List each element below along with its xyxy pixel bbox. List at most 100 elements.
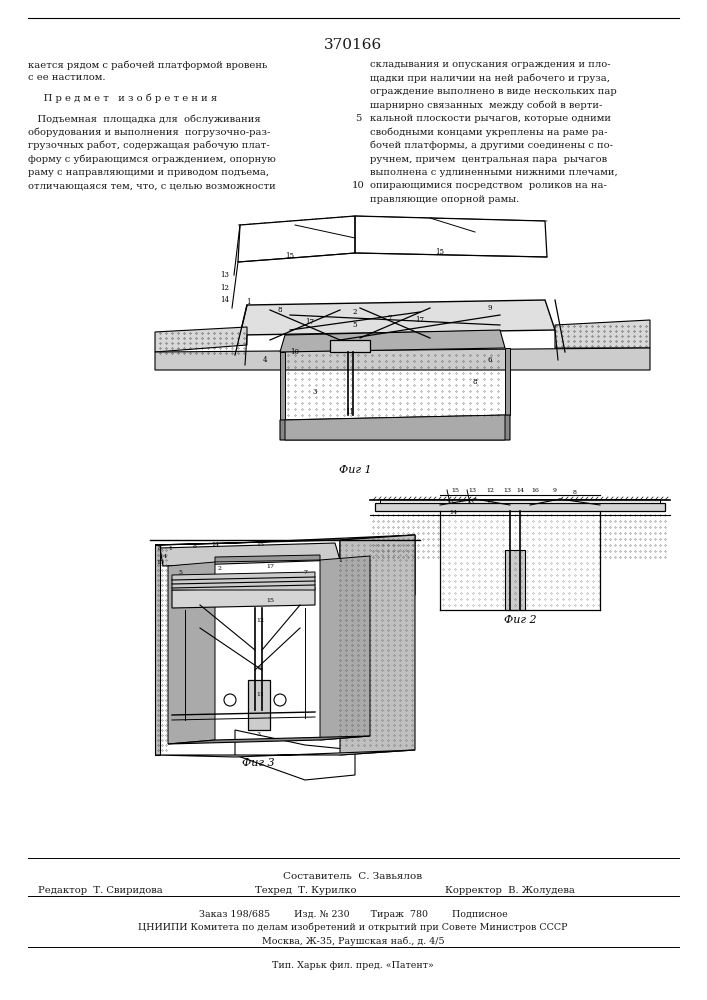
Text: 14: 14 — [516, 488, 524, 493]
Text: Фиг 2: Фиг 2 — [503, 615, 537, 625]
Polygon shape — [375, 503, 665, 511]
Polygon shape — [215, 555, 320, 562]
Text: Фиг 1: Фиг 1 — [339, 465, 371, 475]
Text: грузочных работ, содержащая рабочую плат-: грузочных работ, содержащая рабочую плат… — [28, 141, 270, 150]
Text: Корректор  В. Жолудева: Корректор В. Жолудева — [445, 886, 575, 895]
Polygon shape — [285, 415, 505, 440]
Text: 15: 15 — [256, 542, 264, 546]
Text: 10: 10 — [291, 348, 300, 356]
Text: 9: 9 — [553, 488, 557, 493]
Text: 7: 7 — [387, 314, 392, 322]
Polygon shape — [168, 736, 370, 744]
Text: 15: 15 — [266, 597, 274, 602]
Text: кается рядом с рабочей платформой вровень: кается рядом с рабочей платформой вровен… — [28, 60, 267, 70]
Polygon shape — [555, 320, 650, 348]
Text: 13: 13 — [466, 499, 474, 504]
Text: ручнем, причем  центральная пара  рычагов: ручнем, причем центральная пара рычагов — [370, 154, 607, 163]
Polygon shape — [155, 545, 160, 755]
Text: шарнирно связанных  между собой в верти-: шарнирно связанных между собой в верти- — [370, 101, 602, 110]
Polygon shape — [330, 340, 370, 352]
Text: бочей платформы, а другими соединены с по-: бочей платформы, а другими соединены с п… — [370, 141, 613, 150]
Text: оборудования и выполнения  погрузочно-раз-: оборудования и выполнения погрузочно-раз… — [28, 127, 270, 137]
Text: 16: 16 — [531, 488, 539, 493]
Text: 15: 15 — [451, 488, 459, 493]
Polygon shape — [320, 556, 370, 740]
Polygon shape — [505, 550, 525, 610]
Text: складывания и опускания ограждения и пло-: складывания и опускания ограждения и пло… — [370, 60, 611, 69]
Text: 7: 7 — [303, 570, 307, 574]
Text: 17: 17 — [266, 564, 274, 570]
Polygon shape — [240, 300, 555, 335]
Text: 12: 12 — [221, 284, 230, 292]
Text: 3: 3 — [256, 732, 260, 738]
Polygon shape — [340, 535, 415, 755]
Text: Редактор  Т. Свиридова: Редактор Т. Свиридова — [38, 886, 163, 895]
Text: ограждение выполнено в виде нескольких пар: ограждение выполнено в виде нескольких п… — [370, 87, 617, 96]
Polygon shape — [160, 543, 340, 566]
Text: раму с направляющими и приводом подъема,: раму с направляющими и приводом подъема, — [28, 168, 269, 177]
Text: форму с убирающимся ограждением, опорную: форму с убирающимся ограждением, опорную — [28, 154, 276, 164]
Text: 8: 8 — [473, 378, 477, 386]
Text: 10: 10 — [156, 560, 164, 566]
Text: Заказ 198/685        Изд. № 230       Тираж  780        Подписное: Заказ 198/685 Изд. № 230 Тираж 780 Подпи… — [199, 910, 508, 919]
Text: 13: 13 — [503, 488, 511, 493]
Text: 8: 8 — [193, 544, 197, 550]
Text: 6: 6 — [488, 356, 492, 364]
Text: 6: 6 — [258, 666, 262, 670]
Text: выполнена с удлиненными нижними плечами,: выполнена с удлиненными нижними плечами, — [370, 168, 618, 177]
Text: 12: 12 — [486, 499, 494, 504]
Polygon shape — [505, 348, 510, 415]
Text: 15: 15 — [436, 248, 445, 256]
Text: с ее настилом.: с ее настилом. — [28, 74, 105, 83]
Text: щадки при наличии на ней рабочего и груза,: щадки при наличии на ней рабочего и груз… — [370, 74, 610, 83]
Polygon shape — [340, 535, 415, 600]
Text: Москва, Ж-35, Раушская наб., д. 4/5: Москва, Ж-35, Раушская наб., д. 4/5 — [262, 936, 444, 946]
Text: ЦНИИПИ Комитета по делам изобретений и открытий при Совете Министров СССР: ЦНИИПИ Комитета по делам изобретений и о… — [139, 923, 568, 932]
Text: 3: 3 — [312, 388, 317, 396]
Text: 13: 13 — [468, 488, 476, 493]
Text: 8: 8 — [158, 546, 162, 550]
Text: 17: 17 — [416, 316, 424, 324]
Text: 2: 2 — [218, 566, 222, 570]
Text: 14: 14 — [221, 296, 230, 304]
Text: 5: 5 — [178, 570, 182, 574]
Text: 8: 8 — [278, 306, 282, 314]
Text: Составитель  С. Завьялов: Составитель С. Завьялов — [284, 872, 423, 881]
Text: 12: 12 — [256, 617, 264, 622]
Text: 1: 1 — [338, 558, 342, 562]
Text: 1: 1 — [246, 298, 250, 306]
Text: 8: 8 — [573, 490, 577, 495]
Text: 370166: 370166 — [324, 38, 382, 52]
Text: 4: 4 — [263, 356, 267, 364]
Text: 14: 14 — [449, 510, 457, 514]
Polygon shape — [155, 348, 650, 370]
Text: 10: 10 — [351, 182, 364, 190]
Text: 13: 13 — [221, 271, 230, 279]
Polygon shape — [280, 352, 285, 420]
Text: 5: 5 — [355, 114, 361, 123]
Text: 11: 11 — [256, 692, 264, 698]
Polygon shape — [155, 535, 415, 545]
Polygon shape — [155, 327, 247, 352]
Text: 14: 14 — [211, 542, 219, 548]
Text: Подъемная  площадка для  обслуживания: Подъемная площадка для обслуживания — [28, 114, 261, 123]
Polygon shape — [172, 587, 315, 608]
Text: опирающимися посредством  роликов на на-: опирающимися посредством роликов на на- — [370, 182, 607, 190]
Text: 9: 9 — [488, 304, 492, 312]
Text: Тип. Харьк фил. пред. «Патент»: Тип. Харьк фил. пред. «Патент» — [272, 961, 434, 970]
Text: 17: 17 — [305, 318, 315, 326]
Polygon shape — [168, 562, 215, 744]
Text: 15: 15 — [286, 252, 295, 260]
Text: 12: 12 — [486, 488, 494, 493]
Polygon shape — [172, 572, 315, 590]
Text: кальной плоскости рычагов, которые одними: кальной плоскости рычагов, которые одним… — [370, 114, 611, 123]
Polygon shape — [155, 750, 415, 757]
Polygon shape — [280, 415, 510, 440]
Text: 5: 5 — [353, 321, 357, 329]
Polygon shape — [380, 499, 660, 503]
Text: 1: 1 — [168, 546, 172, 550]
Text: отличающаяся тем, что, с целью возможности: отличающаяся тем, что, с целью возможнос… — [28, 182, 276, 190]
Text: Техред  Т. Курилко: Техред Т. Курилко — [255, 886, 356, 895]
Text: П р е д м е т   и з о б р е т е н и я: П р е д м е т и з о б р е т е н и я — [28, 94, 217, 103]
Text: 13: 13 — [446, 499, 454, 504]
